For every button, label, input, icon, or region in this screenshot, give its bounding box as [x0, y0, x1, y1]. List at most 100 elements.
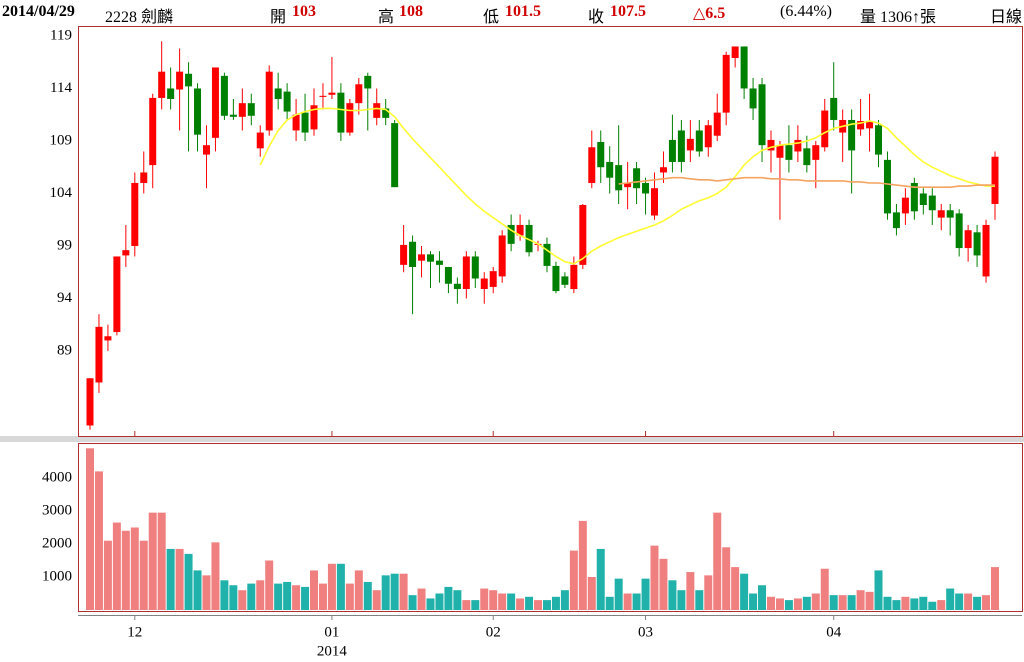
candle-body	[955, 213, 963, 249]
volume-bar	[910, 598, 919, 610]
candle-body	[364, 75, 372, 89]
x-year-label: 2014	[317, 643, 348, 659]
volume-bar	[480, 588, 489, 610]
y-tick-label: 109	[50, 132, 73, 148]
candle-body	[794, 139, 802, 152]
volume-bar	[749, 593, 758, 610]
candle-body	[229, 114, 237, 117]
volume-bar	[256, 580, 265, 610]
volume-bar	[641, 578, 650, 610]
volume-bar	[829, 595, 838, 610]
open-value: 103	[292, 3, 316, 20]
candle-body	[158, 71, 166, 98]
volume-bar	[417, 588, 426, 610]
candle-body	[274, 88, 282, 99]
volume-bar	[973, 596, 982, 610]
volume-bar	[193, 570, 202, 610]
price-frame	[78, 26, 1023, 437]
stock: 2228 劍麟	[105, 9, 174, 26]
candle-body	[194, 88, 202, 135]
candle-body	[122, 250, 130, 256]
candle-body	[588, 147, 596, 183]
volume-bar	[318, 583, 327, 610]
volume-bar	[578, 520, 587, 610]
candle-body	[758, 84, 766, 146]
candle-body	[310, 105, 318, 130]
candle-body	[812, 145, 820, 160]
volume-bar	[148, 512, 157, 610]
candle-body	[373, 103, 381, 118]
volume-bar	[766, 596, 775, 610]
candle-body	[346, 103, 354, 133]
candle-body	[256, 132, 264, 149]
volume-bar	[444, 586, 453, 610]
moving-average	[259, 107, 995, 265]
candle-body	[561, 276, 569, 285]
volume-bar	[856, 590, 865, 610]
volume-bar	[551, 596, 560, 610]
candle-body	[131, 182, 139, 246]
candle-body	[525, 224, 533, 253]
volume-bar	[274, 583, 283, 610]
separator	[0, 436, 1024, 442]
candle-body	[167, 88, 175, 99]
volume-frame	[78, 443, 1023, 612]
volume-bar	[838, 595, 847, 610]
candle-body	[409, 241, 417, 267]
candle-body	[391, 123, 399, 188]
candle-body	[579, 205, 587, 265]
volume: 量 1306↑張	[860, 9, 937, 26]
candle-body	[489, 271, 497, 287]
volume-bar	[310, 570, 319, 610]
volume-bar	[507, 593, 516, 610]
candle-body	[830, 97, 838, 120]
volume-bar	[820, 568, 829, 610]
volume-bar	[614, 578, 623, 610]
candle-body	[507, 224, 515, 244]
candle-body	[713, 112, 721, 136]
volume-bar	[489, 590, 498, 610]
volume-bar	[283, 581, 292, 610]
y-tick-label: 114	[50, 80, 72, 96]
open-label: 開	[270, 9, 287, 26]
change: △6.5	[693, 5, 726, 22]
candle-body	[498, 235, 506, 277]
volume-bar	[713, 512, 722, 610]
volume-bar	[668, 580, 677, 610]
candle-body	[552, 265, 560, 292]
volume-bar	[731, 567, 740, 610]
volume-bar	[94, 471, 103, 610]
volume-bar	[901, 596, 910, 610]
volume-bar	[130, 527, 139, 610]
candle-body	[633, 168, 641, 189]
volume-bar	[327, 563, 336, 610]
volume-bar	[542, 600, 551, 610]
volume-bar	[103, 540, 112, 610]
candle-body	[400, 244, 408, 265]
candle-body	[471, 256, 479, 279]
y-tick-label: 104	[50, 185, 73, 201]
candle-body	[426, 254, 434, 262]
volume-bar	[345, 583, 354, 610]
candle-body	[740, 46, 748, 89]
candle-body	[821, 110, 829, 148]
volume-bar	[964, 593, 973, 610]
x-tick-label: 01	[324, 624, 339, 640]
y-tick-label: 1000	[42, 568, 72, 584]
volume-bar	[775, 598, 784, 610]
volume-bar	[991, 567, 999, 610]
candle-body	[543, 243, 551, 266]
candle-body	[722, 54, 730, 113]
low-label: 低	[483, 9, 500, 26]
x-tick-label: 03	[638, 624, 653, 640]
volume-bar	[695, 590, 704, 610]
volume-bar	[758, 585, 767, 610]
candle-body	[901, 197, 909, 214]
candle-body	[883, 159, 891, 214]
x-tick-label: 04	[826, 624, 842, 640]
volume-bar	[372, 590, 381, 610]
volume-bar	[471, 600, 480, 610]
candle-body	[606, 161, 614, 178]
period: 日線	[990, 9, 1023, 26]
